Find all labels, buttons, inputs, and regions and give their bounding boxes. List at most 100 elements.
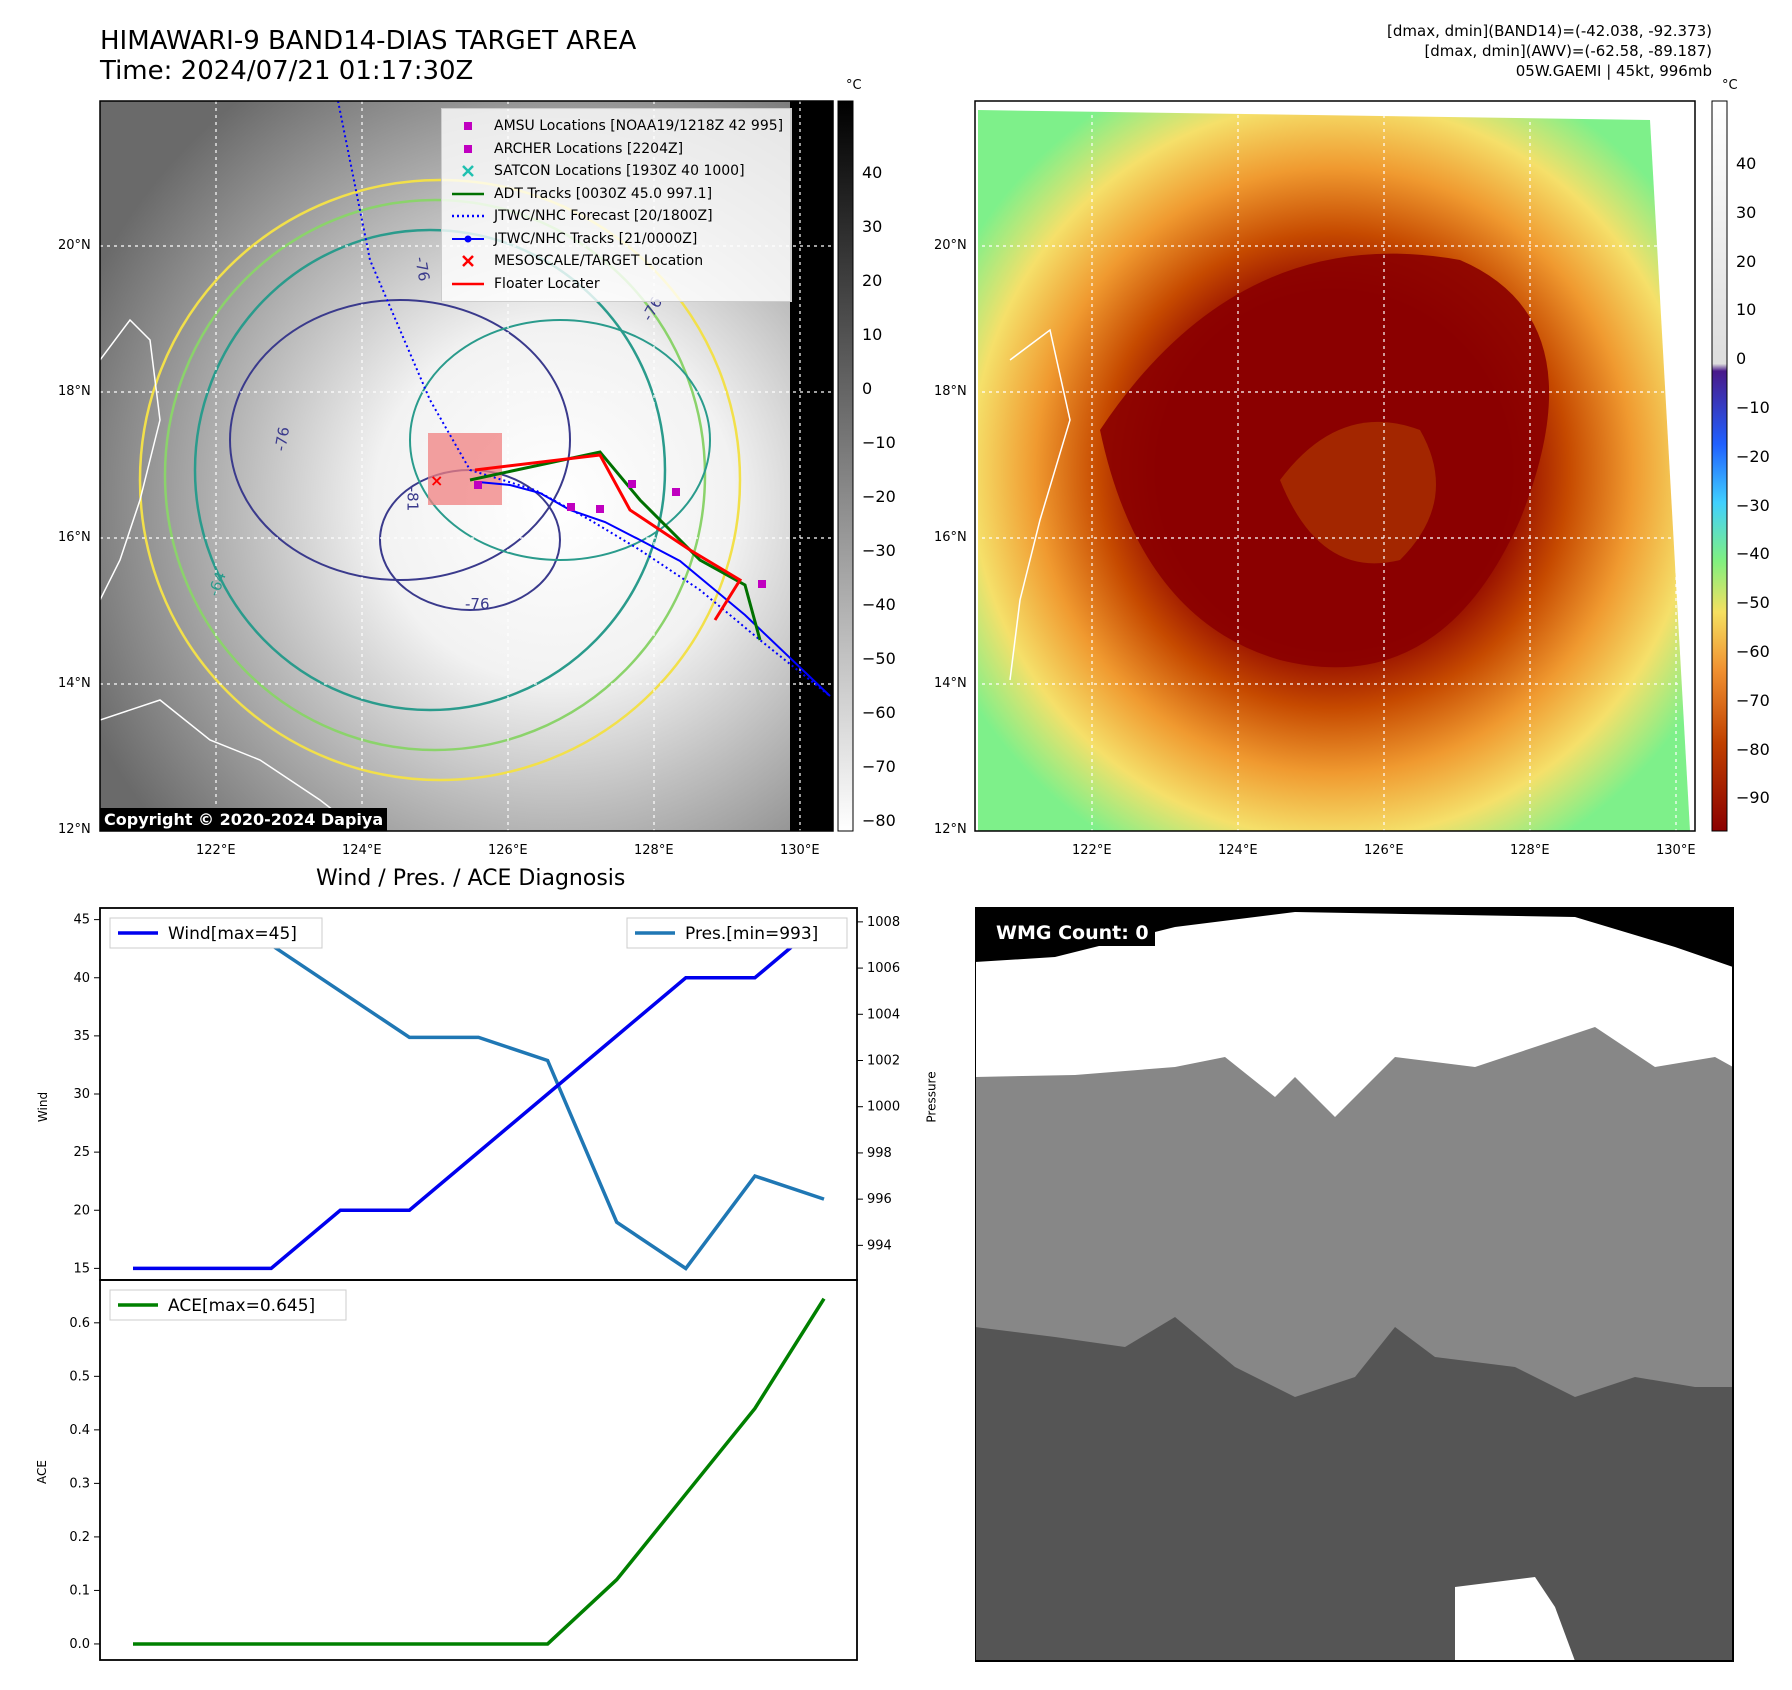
ace-ytick-label: 0.5 — [69, 1369, 90, 1384]
square-marker-icon — [464, 122, 472, 131]
pressure-ytick-label: 994 — [867, 1238, 892, 1253]
wind-chart-frame — [99, 907, 858, 1281]
wmg-dark-region — [975, 1317, 1733, 1661]
lon-tick: 130°E — [1656, 843, 1696, 858]
lon-tick: 126°E — [1364, 843, 1404, 858]
lat-tick: 14°N — [58, 676, 91, 691]
lat-tick: 20°N — [934, 238, 967, 253]
contour-yellow — [138, 178, 742, 782]
lat-tick: 14°N — [934, 676, 967, 691]
pressure-series-line — [132, 920, 825, 1271]
wind-legend-label: Wind[max=45] — [168, 924, 297, 944]
lon-tick: 128°E — [634, 843, 674, 858]
wind-ytick-label: 45 — [73, 913, 90, 928]
ir-map-frame — [99, 100, 834, 832]
dot-line-icon — [452, 235, 484, 243]
diag-title: Wind / Pres. / ACE Diagnosis — [316, 866, 626, 891]
lat-tick: 20°N — [58, 238, 91, 253]
legend-item: JTWC/NHC Tracks [21/0000Z] — [450, 228, 783, 251]
awv-colorbar-ticks: 40 30 20 10 0 −10 −20 −30 −40 −50 −60 −70 −80−… — [1736, 154, 1770, 808]
ace-ylabel: ACE — [34, 1460, 49, 1484]
ir-colorbar — [837, 100, 854, 832]
copyright-label: Copyright © 2020-2024 Dapiya — [100, 808, 388, 831]
lon-tick: 126°E — [488, 843, 528, 858]
legend-item: SATCON Locations [1930Z 40 1000] — [450, 160, 783, 183]
amsu-archer-markers — [474, 480, 766, 588]
wind-ylabel: Wind — [36, 1091, 51, 1123]
ace-legend-label: ACE[max=0.645] — [168, 1296, 315, 1316]
meta-band14: [dmax, dmin](BAND14)=(-42.038, -92.373) — [1387, 22, 1712, 40]
contour-green — [163, 198, 707, 752]
wmg-white-patch — [1455, 1577, 1575, 1661]
wmg-frame — [975, 907, 1734, 1662]
lat-tick: 12°N — [934, 822, 967, 837]
wind-ytick-label: 20 — [73, 1203, 90, 1218]
ace-ytick-label: 0.1 — [69, 1583, 90, 1598]
ace-series-line — [133, 1297, 826, 1646]
lon-tick: 122°E — [196, 843, 236, 858]
contour-teal-inner — [409, 319, 711, 561]
ace-ytick-label: 0.6 — [69, 1316, 90, 1331]
pressure-ytick-label: 1008 — [867, 915, 900, 930]
colorbar-unit: °C — [1722, 78, 1738, 93]
pressure-ytick-label: 1006 — [867, 961, 900, 976]
ace-ytick-label: 0.3 — [69, 1476, 90, 1491]
lat-tick: 16°N — [58, 530, 91, 545]
contour-navy-west — [229, 299, 571, 581]
ir-map-legend: AMSU Locations [NOAA19/1218Z 42 995] ARC… — [441, 108, 793, 302]
contour-teal — [193, 228, 667, 712]
solid-line-icon — [452, 192, 484, 195]
lon-tick: 128°E — [1510, 843, 1550, 858]
ace-ytick-label: 0.0 — [69, 1637, 90, 1652]
diag-charts: 15 20 25 30 35 40 45 994 996 998 1000 1002 1004 1006 1… — [69, 907, 900, 1661]
wind-ytick-label: 15 — [73, 1261, 90, 1276]
ace-chart: 0.0 0.1 0.2 0.3 0.4 0.5 0.6 ACE[max=0.645] — [69, 1279, 858, 1661]
wind-ytick-label: 30 — [73, 1087, 90, 1102]
pressure-ytick-label: 1002 — [867, 1053, 900, 1068]
no-data-strip — [790, 101, 833, 831]
pressure-ylabel: Pressure — [924, 1071, 939, 1123]
awv-map-frame — [974, 100, 1696, 832]
lon-tick: 124°E — [342, 843, 382, 858]
legend-item: AMSU Locations [NOAA19/1218Z 42 995] — [450, 115, 783, 138]
wind-pressure-chart: 15 20 25 30 35 40 45 994 996 998 1000 1002 1004 1006 1… — [73, 907, 900, 1281]
jtwc-track — [477, 481, 831, 697]
figure-time: Time: 2024/07/21 01:17:30Z — [100, 56, 474, 86]
awv-coastline — [1009, 328, 1071, 681]
legend-item: ARCHER Locations [2204Z] — [450, 138, 783, 161]
wind-series-line — [133, 918, 826, 1271]
wind-legend-box — [109, 917, 323, 949]
dotted-line-icon — [452, 215, 484, 218]
lat-tick: 16°N — [934, 530, 967, 545]
awv-colorbar — [1711, 100, 1728, 832]
awv-gridlines — [975, 101, 1695, 831]
wmg-count-label: WMG Count: 0 — [990, 920, 1155, 946]
lat-tick: 18°N — [58, 384, 91, 399]
legend-item: JTWC/NHC Forecast [20/1800Z] — [450, 205, 783, 228]
legend-item: Floater Locater — [450, 273, 783, 296]
wind-ytick-label: 40 — [73, 971, 90, 986]
awv-center — [1280, 421, 1436, 564]
x-marker-icon — [462, 165, 474, 178]
pressure-ytick-label: 998 — [867, 1146, 892, 1161]
target-location-marker: × — [430, 471, 443, 490]
pressure-ytick-label: 1000 — [867, 1100, 900, 1115]
legend-item: MESOSCALE/TARGET Location — [450, 250, 783, 273]
wmg-panel — [975, 907, 1734, 1662]
contour-label: -76 — [465, 595, 490, 613]
lon-tick: 130°E — [780, 843, 820, 858]
lon-tick: 124°E — [1218, 843, 1258, 858]
wind-ytick-label: 35 — [73, 1029, 90, 1044]
ace-ytick-label: 0.4 — [69, 1423, 90, 1438]
meta-storm: 05W.GAEMI | 45kt, 996mb — [1515, 62, 1712, 80]
figure-title: HIMAWARI-9 BAND14-DIAS TARGET AREA — [100, 26, 637, 56]
x-marker-icon — [462, 255, 474, 268]
lon-tick: 122°E — [1072, 843, 1112, 858]
meta-awv: [dmax, dmin](AWV)=(-62.58, -89.187) — [1424, 42, 1712, 60]
ace-ytick-label: 0.2 — [69, 1530, 90, 1545]
ace-chart-frame — [99, 1279, 858, 1661]
contour-label: -81 — [403, 486, 422, 512]
lat-tick: 18°N — [934, 384, 967, 399]
coastline-south — [100, 699, 361, 831]
pressure-ytick-label: 996 — [867, 1192, 892, 1207]
